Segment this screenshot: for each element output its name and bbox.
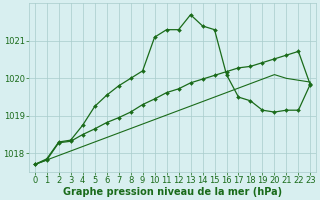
X-axis label: Graphe pression niveau de la mer (hPa): Graphe pression niveau de la mer (hPa) — [63, 187, 282, 197]
